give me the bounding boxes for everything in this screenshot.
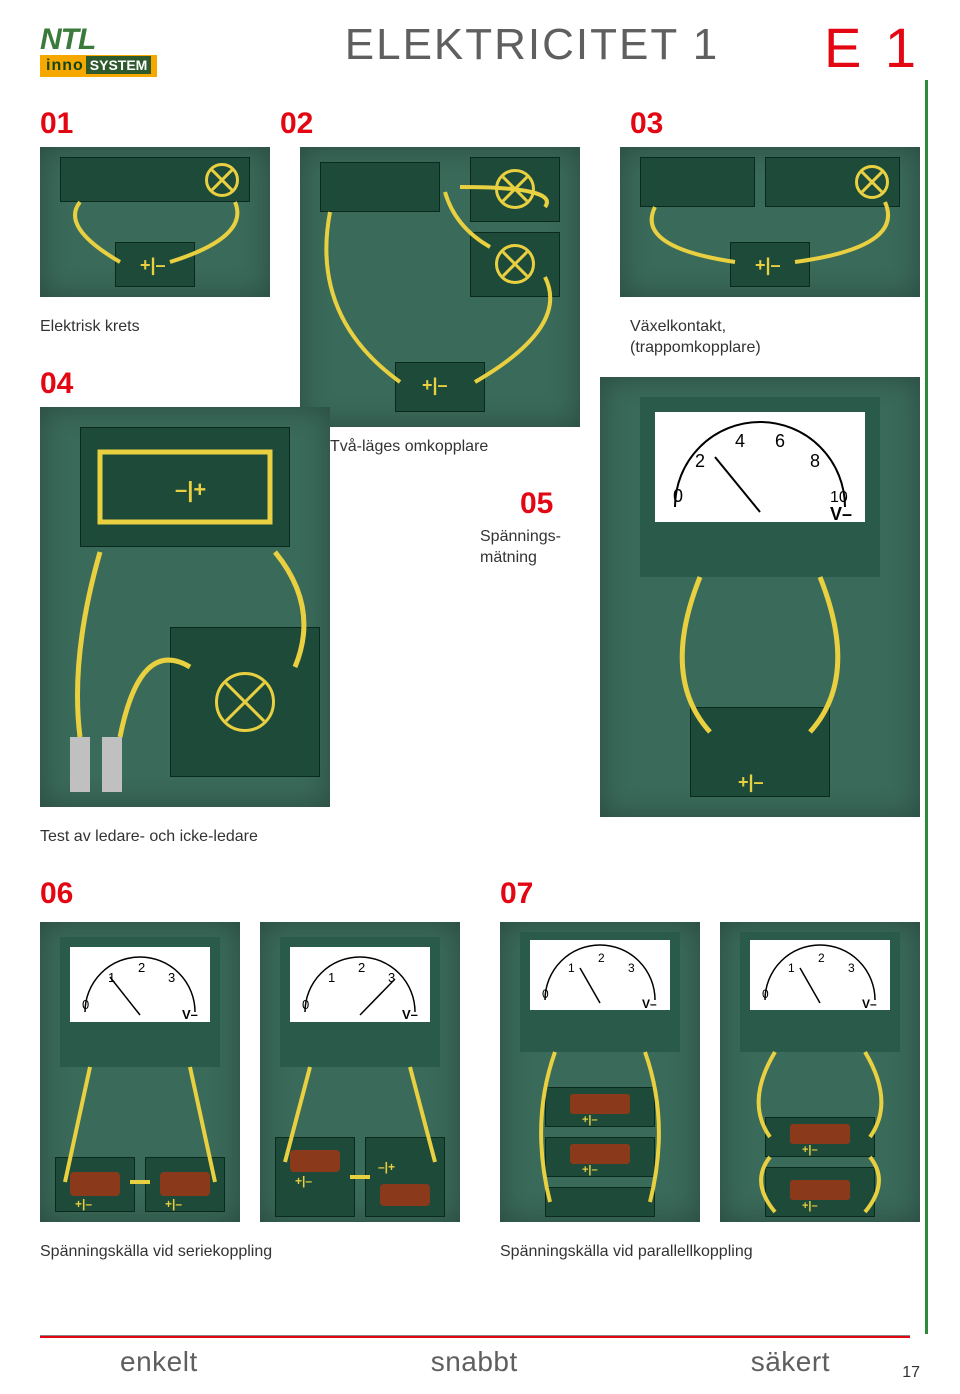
exp-caption: Växelkontakt, (trappomkopplare) (630, 317, 761, 359)
exp-number: 06 (40, 877, 73, 911)
exp-caption: Elektrisk krets (40, 317, 140, 338)
exp-photo-05: 0 2 4 6 8 10 V– +|– (600, 377, 920, 817)
exp-photo-07b: 0 1 2 3 V– +|– +|– (720, 922, 920, 1222)
exp-caption: Spänningskälla vid parallellkoppling (500, 1242, 753, 1263)
footer-word: snabbt (431, 1346, 518, 1378)
logo-text-inno: inno (46, 57, 84, 74)
exp-photo-04: –|+ (40, 407, 330, 807)
footer-word: säkert (751, 1346, 830, 1378)
logo-text-system: SYSTEM (86, 56, 152, 74)
exp-photo-03: +|– (620, 147, 920, 297)
exp-caption: Spänningskälla vid seriekoppling (40, 1242, 272, 1263)
footer-word: enkelt (120, 1346, 198, 1378)
exp-number: 05 (520, 487, 553, 521)
exp-photo-06b: 0 1 2 3 V– +|– –|+ (260, 922, 460, 1222)
exp-photo-06a: 0 1 2 3 V– +|– +|– (40, 922, 240, 1222)
exp-photo-01: +|– (40, 147, 270, 297)
exp-caption: Två-läges omkopplare (330, 437, 488, 458)
footer-words: enkelt snabbt säkert (40, 1346, 910, 1378)
exp-number: 07 (500, 877, 533, 911)
exp-number: 03 (630, 107, 663, 141)
page-title: ELEKTRICITET 1 (240, 20, 824, 70)
exp-photo-02: +|– (300, 147, 580, 427)
header: NTL innoSYSTEM ELEKTRICITET 1 E 1 (40, 20, 920, 77)
logo-text-top: NTL (40, 26, 157, 53)
logo-bar: innoSYSTEM (40, 55, 157, 77)
exp-caption: Spännings- mätning (480, 527, 561, 569)
right-rule (925, 80, 928, 1334)
content: 01 02 03 +|– +|– (40, 107, 920, 1307)
logo: NTL innoSYSTEM (40, 20, 240, 77)
page-number: 17 (902, 1364, 920, 1382)
exp-number: 02 (280, 107, 313, 141)
exp-number: 01 (40, 107, 73, 141)
exp-caption: Test av ledare- och icke-ledare (40, 827, 258, 848)
page-code: E 1 (824, 20, 920, 76)
exp-photo-07a: 0 1 2 3 V– +|– +|– (500, 922, 700, 1222)
footer-rule (40, 1335, 910, 1338)
exp-number: 04 (40, 367, 73, 401)
page: NTL innoSYSTEM ELEKTRICITET 1 E 1 01 02 … (0, 0, 960, 1394)
